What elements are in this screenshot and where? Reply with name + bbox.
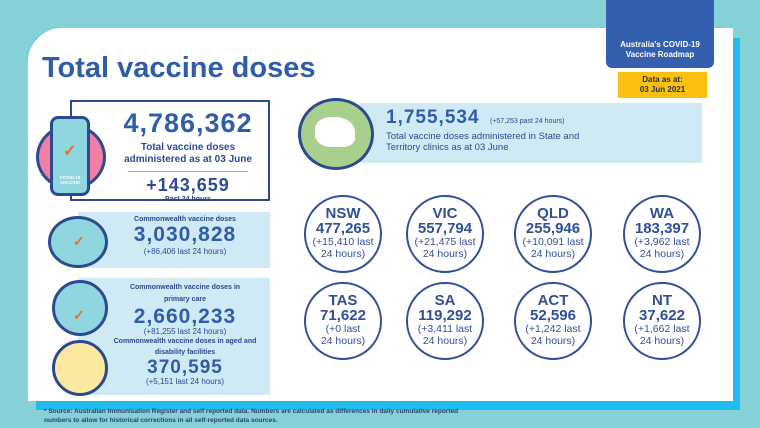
state-circle-act: ACT 52,596 (+1,242 last 24 hours) [514,282,592,360]
state-value: 255,946 [525,220,581,237]
footnote: * Source: Australian Immunisation Regist… [44,408,459,424]
state-suffix: 24 hours) [530,248,576,260]
commonwealth-change: (+86,406 last 24 hours) [143,247,227,256]
state-suffix: 24 hours) [320,335,366,347]
state-change: (+15,410 last [312,236,374,248]
vial-label: COVID-19 VACCINE [59,175,81,185]
state-circle-wa: WA 183,397 (+3,962 last 24 hours) [623,195,701,273]
state-change: (+1,662 last [634,323,690,335]
state-suffix: 24 hours) [530,335,576,347]
commonwealth-value: 3,030,828 [133,223,237,246]
aged-care-value: 370,595 [147,357,223,378]
state-circle-qld: QLD 255,946 (+10,091 last 24 hours) [514,195,592,273]
primary-care-box: Commonwealth vaccine doses in primary ca… [78,278,270,395]
state-value: 477,265 [315,220,371,237]
state-total-label: Total vaccine doses administered in Stat… [386,131,580,153]
total-change-label: Past 24 hours [165,196,211,203]
state-territory-box: 1,755,534 (+57,253 past 24 hours) Total … [360,103,702,163]
state-value: 52,596 [530,307,576,324]
state-circle-nsw: NSW 477,265 (+15,410 last 24 hours) [304,195,382,273]
aged-care-label: Commonwealth vaccine doses in aged and d… [113,338,257,356]
total-doses-box: 4,786,362 Total vaccine doses administer… [70,100,270,203]
page-title: Total vaccine doses [42,52,316,84]
state-change: (+3,962 last [634,236,690,248]
vial-icon: ✓ COVID-19 VACCINE [50,116,90,196]
state-change: (+3,411 last [417,323,473,335]
state-value: 183,397 [634,220,690,237]
state-value: 557,794 [417,220,473,237]
state-name: SA [434,292,456,309]
state-suffix: 24 hours) [639,335,685,347]
primary-care-label: Commonwealth vaccine doses in primary ca… [129,284,241,303]
state-circle-tas: TAS 71,622 (+0 last 24 hours) [304,282,382,360]
aged-care-change: (+5,151 last 24 hours) [145,377,225,386]
check-icon: ✓ [63,143,77,160]
total-label: Total vaccine doses administered as at 0… [124,142,252,165]
state-change: (+10,091 last [522,236,584,248]
commonwealth-box: Commonwealth vaccine doses 3,030,828 (+8… [78,212,270,268]
data-date-badge: Data as at: 03 Jun 2021 [618,72,707,98]
australia-map-icon: ✓ [48,216,108,268]
state-total-change: (+57,253 past 24 hours) [489,118,565,125]
people-group-icon: ✓ [52,280,108,336]
primary-care-value: 2,660,233 [133,305,237,328]
state-circle-sa: SA 119,292 (+3,411 last 24 hours) [406,282,484,360]
state-change: (+21,475 last [414,236,476,248]
date-label: Data as at: [642,75,683,84]
state-suffix: 24 hours) [422,335,468,347]
state-change: (+1,242 last [525,323,581,335]
date-value: 03 Jun 2021 [639,85,686,94]
state-change: (+0 last [325,323,361,335]
state-value: 119,292 [418,307,472,324]
state-value: 37,622 [639,307,685,324]
state-suffix: 24 hours) [639,248,685,260]
state-value: 71,622 [320,307,366,324]
state-total-value: 1,755,534 [386,107,480,128]
state-name: NT [652,292,672,309]
state-name: WA [649,205,675,222]
state-name: TAS [328,292,358,309]
state-circle-nt: NT 37,622 (+1,662 last 24 hours) [623,282,701,360]
roadmap-badge[interactable]: Australia's COVID-19 Vaccine Roadmap [606,0,714,68]
state-name: NSW [325,205,361,222]
primary-care-change: (+81,255 last 24 hours) [143,327,227,336]
total-value: 4,786,362 [123,108,253,138]
aged-care-person-icon [52,340,108,396]
state-name: VIC [432,205,458,222]
commonwealth-label: Commonwealth vaccine doses [134,216,236,223]
state-name: QLD [537,205,569,222]
state-circle-vic: VIC 557,794 (+21,475 last 24 hours) [406,195,484,273]
australia-clinics-map-icon [298,98,374,170]
state-suffix: 24 hours) [320,248,366,260]
total-change: +143,659 [146,175,230,195]
state-name: ACT [537,292,569,309]
state-suffix: 24 hours) [422,248,468,260]
